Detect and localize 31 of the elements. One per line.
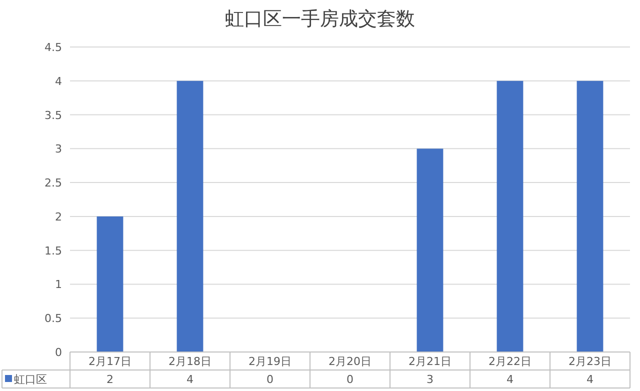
- bar: [416, 148, 444, 352]
- legend-label: 虹口区: [14, 373, 47, 386]
- y-tick-label: 0: [55, 346, 62, 359]
- y-tick-label: 2.5: [44, 176, 62, 190]
- y-tick-label: 3: [55, 142, 62, 156]
- bar: [496, 80, 524, 352]
- data-label: 3: [426, 373, 434, 386]
- x-tick-label: 2月22日: [488, 355, 532, 368]
- x-tick-label: 2月20日: [328, 355, 372, 368]
- y-tick-label: 1.5: [44, 244, 62, 258]
- bar: [576, 80, 604, 352]
- x-tick-label: 2月21日: [408, 355, 452, 368]
- data-label: 2: [106, 373, 114, 386]
- data-label: 4: [186, 373, 194, 386]
- y-tick-label: 2: [55, 210, 62, 224]
- x-tick-label: 2月18日: [168, 355, 212, 368]
- data-label: 4: [586, 373, 594, 386]
- data-label: 4: [506, 373, 514, 386]
- bar: [96, 216, 124, 352]
- y-tick-label: 4.5: [44, 41, 62, 54]
- x-tick-label: 2月19日: [248, 355, 292, 368]
- y-tick-label: 1: [55, 278, 62, 292]
- y-tick-label: 0.5: [44, 312, 62, 326]
- y-tick-label: 3.5: [44, 108, 62, 122]
- x-tick-label: 2月23日: [568, 355, 612, 368]
- y-tick-label: 4: [55, 74, 62, 88]
- chart-title: 虹口区一手房成交套数: [225, 8, 415, 30]
- x-tick-label: 2月17日: [88, 355, 132, 368]
- data-label: 0: [266, 373, 274, 386]
- bar: [176, 80, 204, 352]
- data-label: 0: [346, 373, 354, 386]
